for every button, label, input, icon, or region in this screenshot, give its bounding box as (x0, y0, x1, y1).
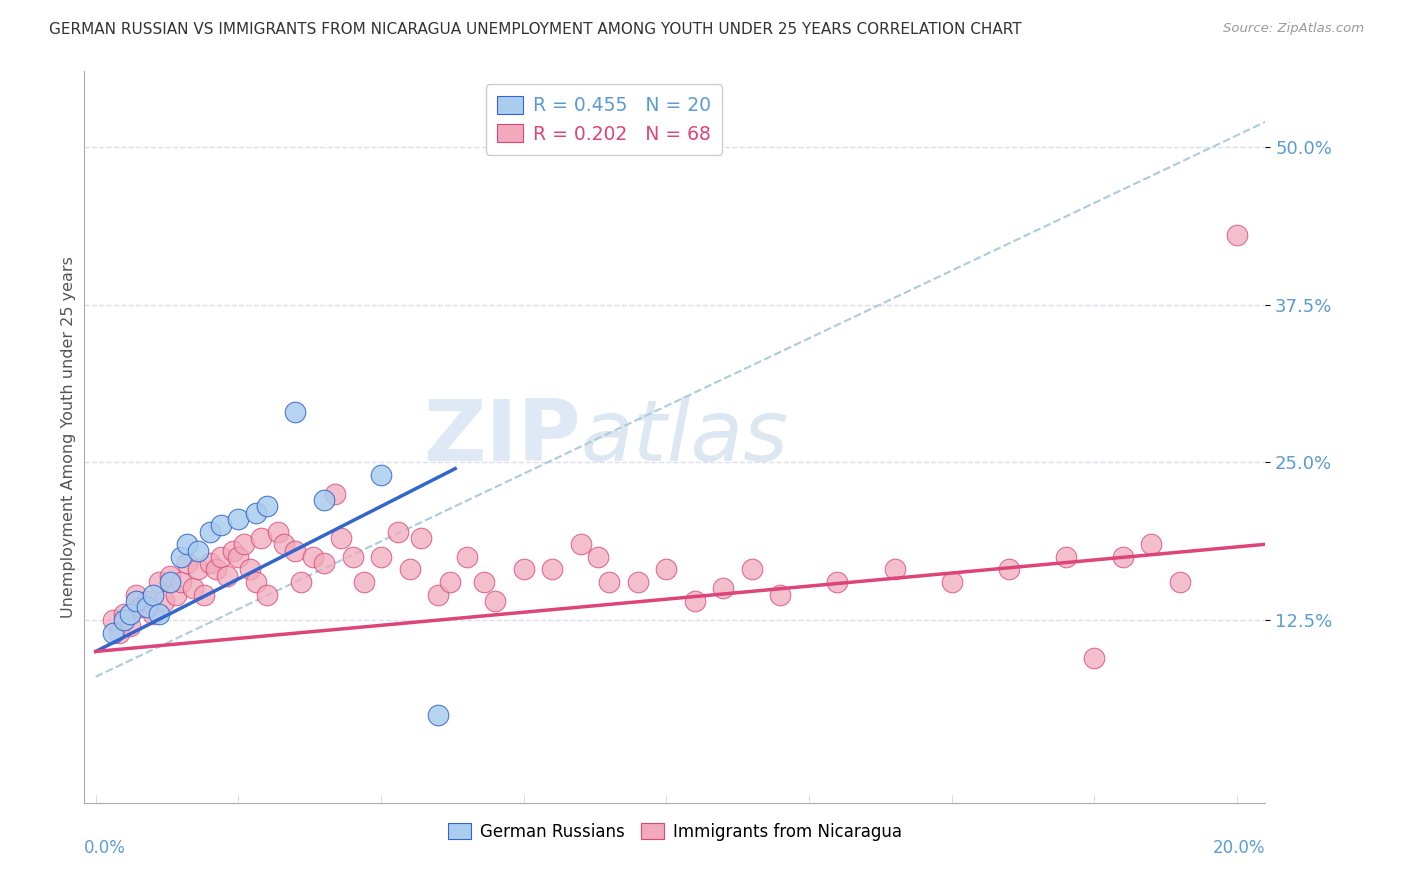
Point (741, 562, 763, 576)
Point (107, 625, 129, 640)
Point (181, 582, 204, 596)
Point (1140, 537, 1163, 551)
Point (187, 543, 209, 558)
Point (655, 562, 678, 576)
Point (165, 588, 187, 602)
Point (409, 531, 432, 545)
Point (997, 562, 1019, 576)
Point (176, 556, 198, 570)
Text: atlas: atlas (581, 395, 789, 479)
Point (142, 607, 165, 621)
Point (193, 588, 215, 602)
Point (353, 575, 375, 590)
Point (325, 487, 347, 501)
Point (125, 588, 148, 602)
Point (827, 575, 849, 590)
Point (1054, 549, 1077, 564)
Point (456, 549, 478, 564)
Text: 0.0%: 0.0% (84, 839, 127, 857)
Point (541, 562, 564, 576)
Point (170, 549, 193, 564)
Point (101, 625, 124, 640)
Y-axis label: Unemployment Among Youth under 25 years: Unemployment Among Youth under 25 years (60, 256, 76, 618)
Legend: German Russians, Immigrants from Nicaragua: German Russians, Immigrants from Nicarag… (440, 814, 910, 849)
Point (215, 569, 238, 583)
Point (125, 594, 148, 608)
Point (1226, 228, 1249, 243)
Point (142, 588, 165, 602)
Point (370, 549, 392, 564)
Point (256, 588, 278, 602)
Point (176, 537, 198, 551)
Point (118, 607, 141, 621)
Point (284, 543, 307, 558)
Point (439, 575, 461, 590)
Point (312, 493, 335, 508)
Point (273, 537, 295, 551)
Point (187, 562, 209, 576)
Point (398, 562, 420, 576)
Point (427, 588, 450, 602)
Point (256, 500, 278, 514)
Point (290, 575, 312, 590)
Point (342, 549, 364, 564)
Point (209, 549, 232, 564)
Point (427, 707, 450, 722)
Point (112, 607, 135, 621)
Point (148, 575, 170, 590)
Point (198, 524, 221, 539)
Point (284, 405, 307, 419)
Point (136, 600, 159, 615)
Point (148, 607, 170, 621)
Point (204, 562, 226, 576)
Point (769, 588, 792, 602)
Point (245, 575, 267, 590)
Point (1112, 549, 1135, 564)
Point (711, 582, 734, 596)
Point (118, 619, 141, 633)
Point (228, 549, 250, 564)
Point (159, 569, 181, 583)
Point (1168, 575, 1191, 590)
Point (1083, 650, 1105, 665)
Point (153, 594, 176, 608)
Point (883, 562, 905, 576)
Point (512, 562, 534, 576)
Point (301, 549, 323, 564)
Point (101, 613, 124, 627)
Point (112, 613, 135, 627)
Point (222, 543, 245, 558)
Point (228, 512, 250, 526)
Point (170, 575, 193, 590)
Text: GERMAN RUSSIAN VS IMMIGRANTS FROM NICARAGUA UNEMPLOYMENT AMONG YOUTH UNDER 25 YE: GERMAN RUSSIAN VS IMMIGRANTS FROM NICARA… (49, 22, 1022, 37)
Point (472, 575, 495, 590)
Point (159, 575, 181, 590)
Point (370, 467, 392, 482)
Point (239, 562, 262, 576)
Point (627, 575, 650, 590)
Point (484, 594, 506, 608)
Point (569, 537, 592, 551)
Point (267, 524, 290, 539)
Point (131, 600, 153, 615)
Point (136, 594, 159, 608)
Text: Source: ZipAtlas.com: Source: ZipAtlas.com (1223, 22, 1364, 36)
Point (683, 594, 706, 608)
Point (209, 518, 232, 533)
Point (941, 575, 963, 590)
Text: ZIP: ZIP (423, 395, 581, 479)
Point (198, 556, 221, 570)
Point (245, 506, 267, 520)
Point (330, 531, 353, 545)
Text: 20.0%: 20.0% (1213, 839, 1265, 857)
Point (233, 537, 256, 551)
Point (387, 524, 409, 539)
Point (586, 549, 609, 564)
Point (250, 531, 273, 545)
Point (312, 556, 335, 570)
Point (598, 575, 620, 590)
